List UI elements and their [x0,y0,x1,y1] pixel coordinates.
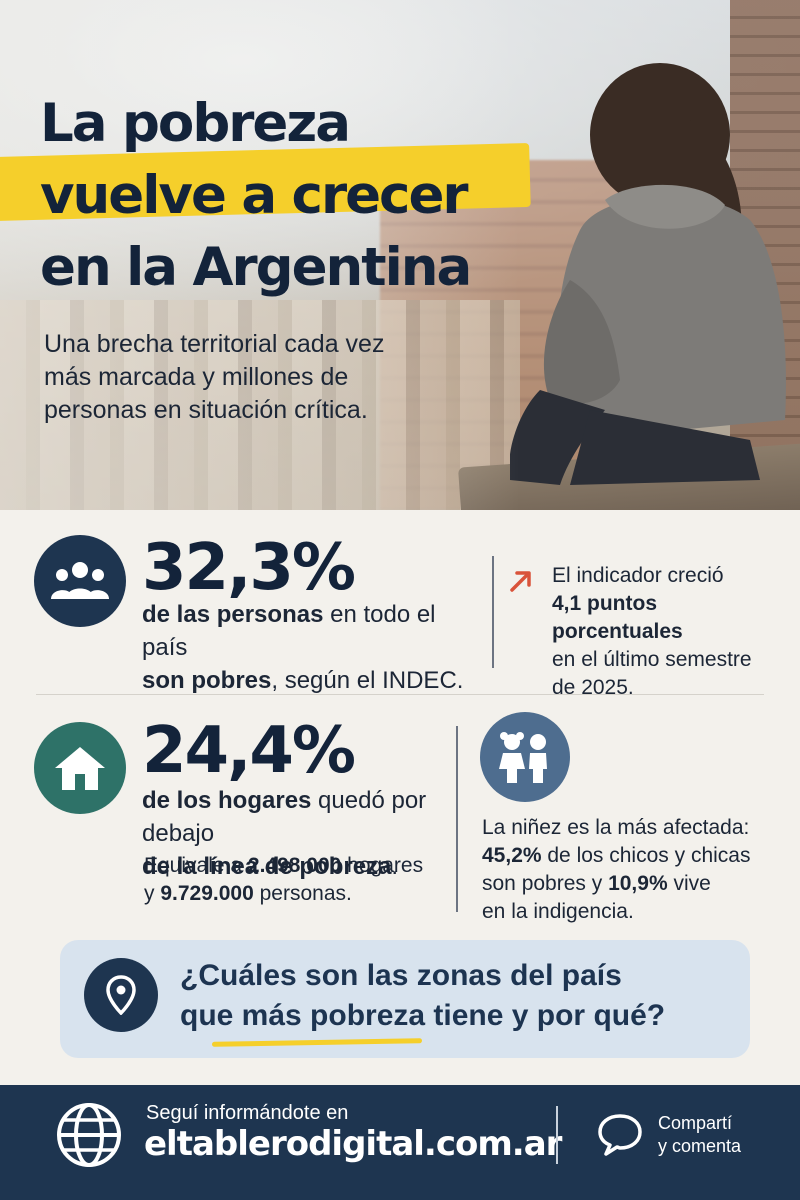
child-silhouette-illustration [510,63,786,485]
page-subtitle: Una brecha territorial cada vez más marc… [44,330,385,424]
stat-households-desc-a: de los hogares [142,787,312,814]
footer-divider [556,1106,558,1164]
stat-children-line3-a: son pobres y [482,872,609,895]
share-line-2: y comenta [658,1136,742,1156]
globe-icon [57,1103,121,1167]
stat-children-line1: La niñez es la más afectada: [482,816,750,839]
footer-site-link[interactable]: eltablerodigital.com.ar [144,1124,562,1164]
stat1-divider [492,556,494,668]
trend-up-arrow-icon [510,571,531,592]
footer [0,1085,800,1200]
equiv-d: y [144,882,161,905]
question-line-2: que más pobreza tiene y por qué? [180,999,666,1032]
stat-people-desc-b: en todo el país [142,601,436,661]
chat-bubble-icon[interactable] [596,1112,644,1158]
question-line-1: ¿Cuáles son las zonas del país [180,959,622,992]
stat-trend-line1: El indicador creció [552,564,724,587]
page-title: La pobreza vuelve a crecer en la Argenti… [40,88,560,304]
stat-people-percentage: 32,3% [142,531,356,605]
stat-households-desc-c: de la línea de pobreza [142,853,392,880]
stat-trend-text: El indicador creció 4,1 puntos porcentua… [552,562,792,702]
stat-households-desc-b: quedó por debajo [142,787,427,847]
stat-children-line4: en la indigencia. [482,900,634,923]
equiv-f: personas. [253,882,352,905]
stat-people-desc-d: , según el INDEC. [271,667,464,694]
stat-households-equivalence: Equivale a 2.498.000 hogares y 9.729.000… [144,852,444,908]
stat-children-line2: de los chicos y chicas [541,844,751,867]
stat-children-line3-c: vive [667,872,711,895]
stat-children-pct-poor: 45,2% [482,844,542,867]
title-line-1: La pobreza [40,93,351,154]
share-comment-text[interactable]: Compartí y comenta [658,1112,788,1158]
equiv-c: hogares [341,854,424,877]
stat-households-desc-d: . [391,853,399,880]
title-line-2: vuelve a crecer [40,160,560,232]
location-pin-icon [84,958,158,1032]
stat-children-pct-indigent: 10,9% [608,872,668,895]
equiv-people-count: 9.729.000 [160,882,254,905]
stat-children-text: La niñez es la más afectada: 45,2% de lo… [482,814,792,926]
stat-people-desc-c: son pobres [142,667,272,694]
title-line-2-text: vuelve a crecer [40,165,469,226]
hero-fade-overlay [0,0,520,510]
footer-intro-text: Seguí informándote en [146,1102,349,1124]
hero-image [0,0,800,510]
stat-trend-line3: en el último semestre [552,648,752,671]
people-icon [34,535,126,627]
stat-people-description: de las personas en todo el país son pobr… [142,598,482,697]
share-line-1: Compartí [658,1113,733,1133]
section-divider [36,694,764,695]
stat-households-percentage: 24,4% [142,714,356,788]
stat-households-description: de los hogares quedó por debajo de la lí… [142,784,462,883]
equiv-households-count: 2.498.000 [247,854,342,877]
question-text[interactable]: ¿Cuáles son las zonas del país que más p… [180,956,740,1036]
equiv-a: Equivale a [144,854,248,877]
children-icon [480,712,570,802]
title-line-3: en la Argentina [40,237,472,298]
stat-people-desc-a: de las personas [142,601,324,628]
stat2-divider [456,726,458,912]
stat-trend-line2: 4,1 puntos porcentuales [552,592,683,643]
stat-trend-line4: de 2025. [552,676,634,699]
house-icon [34,722,126,814]
